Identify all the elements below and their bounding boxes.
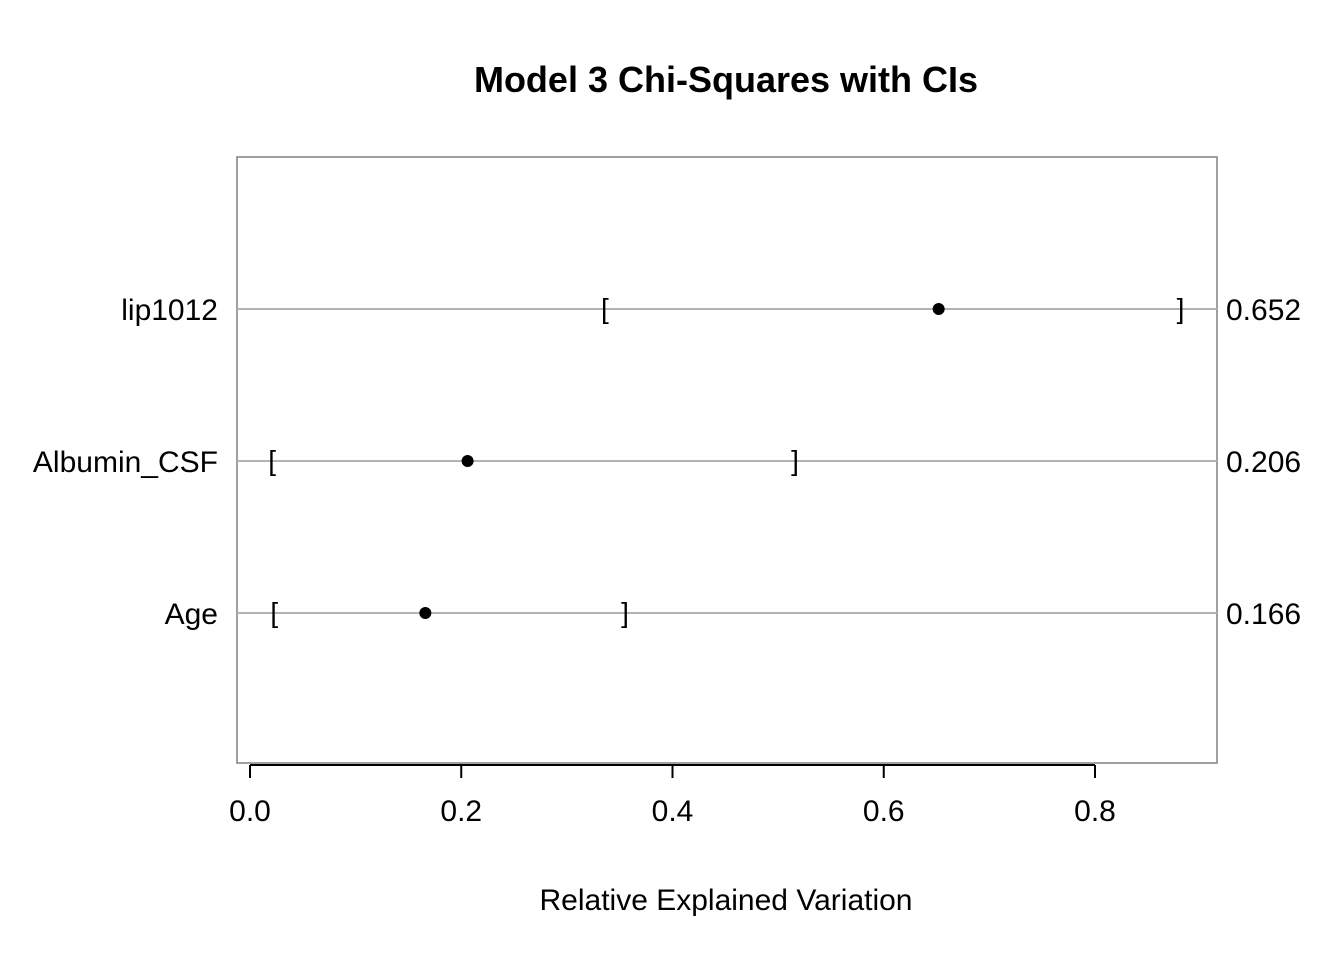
point-marker (932, 303, 945, 315)
row-label: lip1012 (121, 294, 218, 327)
row-Age: Age [] 0.166 (165, 597, 1301, 631)
x-tick-label: 0.8 (1074, 795, 1116, 828)
ci-upper-bracket: ] (621, 597, 629, 628)
point-marker (461, 455, 474, 467)
x-axis-label: Relative Explained Variation (540, 884, 913, 917)
row-Albumin_CSF: Albumin_CSF [] 0.206 (33, 445, 1301, 479)
x-tick-label: 0.0 (229, 795, 271, 828)
ci-lower-bracket: [ (268, 445, 276, 476)
x-axis: 0.0 0.2 0.4 0.6 0.8 (229, 764, 1116, 828)
ci-lower-bracket: [ (601, 293, 609, 324)
x-tick-label: 0.4 (652, 795, 694, 828)
rows: lip1012 [] 0.652 Albumin_CSF [] 0.206 Age [] 0.1… (33, 293, 1301, 631)
value-label: 0.652 (1226, 294, 1301, 327)
chart-title: Model 3 Chi-Squares with CIs (474, 59, 978, 100)
value-label: 0.206 (1226, 446, 1301, 479)
value-label: 0.166 (1226, 598, 1301, 631)
ci-upper-bracket: ] (1177, 293, 1185, 324)
x-tick-label: 0.2 (440, 795, 482, 828)
x-tick-label: 0.6 (863, 795, 905, 828)
row-lip1012: lip1012 [] 0.652 (121, 293, 1301, 327)
point-marker (419, 607, 432, 619)
ci-lower-bracket: [ (270, 597, 278, 628)
row-label: Age (165, 598, 218, 631)
ci-upper-bracket: ] (791, 445, 799, 476)
row-label: Albumin_CSF (33, 446, 218, 479)
